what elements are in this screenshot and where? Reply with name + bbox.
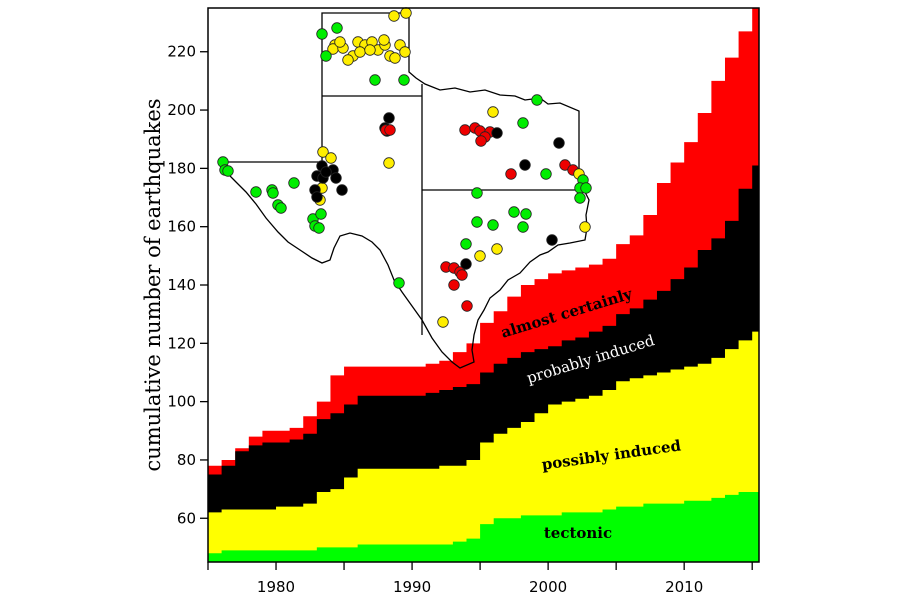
district-boundaries xyxy=(322,84,579,335)
earthquake-marker-tectonic xyxy=(531,94,543,106)
earthquake-marker-tectonic xyxy=(520,208,532,220)
earthquake-marker-tectonic xyxy=(487,219,499,231)
earthquake-marker-possibly-induced xyxy=(325,152,337,164)
texas-outline xyxy=(221,12,590,369)
earthquake-marker-almost-certainly xyxy=(461,300,473,312)
x-axis: 1980 1990 2000 2010 xyxy=(207,562,753,596)
earthquake-marker-tectonic xyxy=(222,165,234,177)
earthquake-marker-tectonic xyxy=(331,22,343,34)
x-tick-label: 2000 xyxy=(529,578,567,596)
earthquake-marker-possibly-induced xyxy=(317,146,329,158)
earthquake-marker-tectonic xyxy=(393,277,405,289)
earthquake-marker-tectonic xyxy=(369,74,381,86)
earthquake-marker-possibly-induced xyxy=(364,44,376,56)
earthquake-marker-tectonic xyxy=(580,182,592,194)
earthquake-marker-almost-certainly xyxy=(459,124,471,136)
stacked-areas xyxy=(208,8,759,562)
earthquake-marker-almost-certainly xyxy=(475,135,487,147)
earthquake-marker-possibly-induced xyxy=(388,10,400,22)
earthquake-marker-possibly-induced xyxy=(399,46,411,58)
area-possibly-induced xyxy=(208,331,759,562)
x-tick-label: 2010 xyxy=(665,578,703,596)
earthquake-marker-tectonic xyxy=(508,206,520,218)
y-tick-label: 180 xyxy=(167,159,196,177)
earthquake-marker-possibly-induced xyxy=(491,243,503,255)
earthquake-marker-tectonic xyxy=(471,187,483,199)
earthquake-marker-probably-induced xyxy=(383,112,395,124)
y-tick-label: 140 xyxy=(167,276,196,294)
y-tick-label: 200 xyxy=(167,101,196,119)
earthquake-marker-possibly-induced xyxy=(400,7,412,19)
earthquake-marker-tectonic xyxy=(267,187,279,199)
earthquake-marker-probably-induced xyxy=(519,159,531,171)
y-tick-label: 120 xyxy=(167,334,196,352)
earthquake-marker-possibly-induced xyxy=(334,36,346,48)
earthquake-marker-possibly-induced xyxy=(389,52,401,64)
earthquake-marker-possibly-induced xyxy=(474,250,486,262)
earthquake-marker-almost-certainly xyxy=(448,279,460,291)
earthquake-marker-almost-certainly xyxy=(384,124,396,136)
earthquake-marker-tectonic xyxy=(316,28,328,40)
earthquake-marker-tectonic xyxy=(250,186,262,198)
area-tectonic xyxy=(208,492,759,562)
earthquake-marker-probably-induced xyxy=(491,127,503,139)
earthquake-marker-probably-induced xyxy=(553,137,565,149)
earthquake-marker-tectonic xyxy=(275,202,287,214)
earthquake-marker-possibly-induced xyxy=(354,46,366,58)
earthquake-marker-possibly-induced xyxy=(579,221,591,233)
x-tick-label: 1980 xyxy=(257,578,295,596)
texas-map-inset xyxy=(221,12,590,369)
y-tick-label: 100 xyxy=(167,393,196,411)
earthquake-marker-probably-induced xyxy=(330,172,342,184)
earthquake-marker-tectonic xyxy=(460,238,472,250)
y-tick-label: 60 xyxy=(177,509,196,527)
earthquake-marker-probably-induced xyxy=(460,258,472,270)
y-tick-label: 160 xyxy=(167,218,196,236)
earthquake-marker-tectonic xyxy=(315,208,327,220)
y-tick-label: 80 xyxy=(177,451,196,469)
earthquake-marker-tectonic xyxy=(540,168,552,180)
earthquake-marker-tectonic xyxy=(517,117,529,129)
earthquake-marker-tectonic xyxy=(313,222,325,234)
label-tectonic: tectonic xyxy=(544,524,612,542)
earthquake-marker-probably-induced xyxy=(311,191,323,203)
earthquake-marker-possibly-induced xyxy=(342,54,354,66)
earthquake-marker-tectonic xyxy=(471,216,483,228)
earthquake-marker-tectonic xyxy=(574,192,586,204)
earthquake-marker-probably-induced xyxy=(546,234,558,246)
earthquake-marker-tectonic xyxy=(288,177,300,189)
earthquake-marker-almost-certainly xyxy=(456,269,468,281)
earthquake-marker-probably-induced xyxy=(320,166,332,178)
earthquake-markers xyxy=(217,7,592,328)
earthquake-marker-tectonic xyxy=(398,74,410,86)
earthquake-marker-almost-certainly xyxy=(505,168,517,180)
earthquake-marker-probably-induced xyxy=(336,184,348,196)
y-axis: 60 80 100 120 140 160 180 200 220 xyxy=(167,43,208,527)
earthquake-marker-possibly-induced xyxy=(437,316,449,328)
earthquake-marker-possibly-induced xyxy=(383,157,395,169)
earthquake-marker-possibly-induced xyxy=(378,34,390,46)
earthquake-marker-tectonic xyxy=(320,50,332,62)
y-tick-label: 220 xyxy=(167,43,196,61)
y-axis-title: cumulative number of earthquakes xyxy=(141,98,165,471)
x-tick-label: 1990 xyxy=(393,578,431,596)
earthquake-marker-possibly-induced xyxy=(487,106,499,118)
earthquake-marker-tectonic xyxy=(517,221,529,233)
